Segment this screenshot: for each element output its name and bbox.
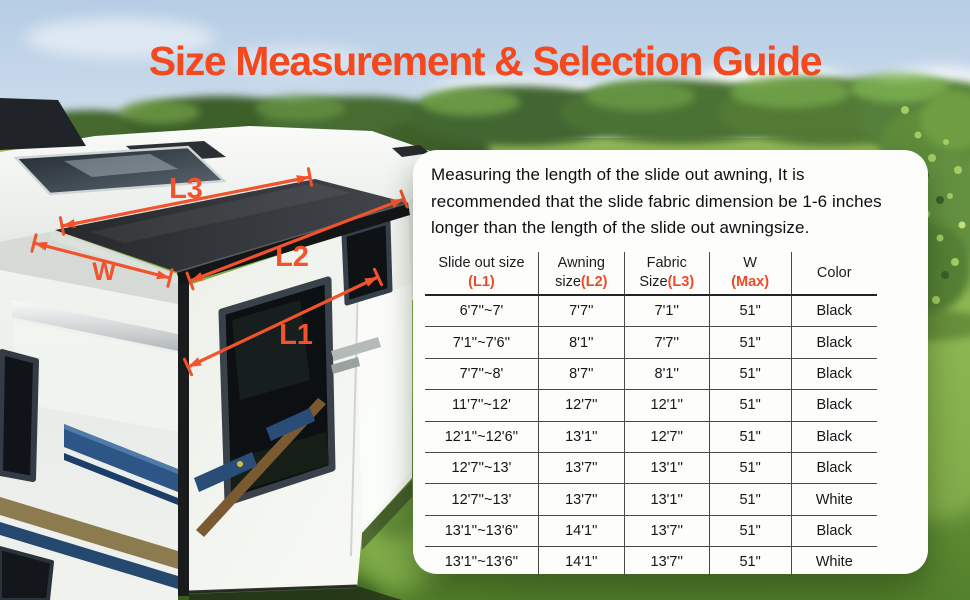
table-cell: White	[791, 484, 877, 516]
table-cell: 14'1''	[538, 515, 625, 548]
table-cell: Black	[791, 359, 877, 391]
slide-rail	[12, 300, 178, 351]
table-cell: 51"	[709, 452, 792, 485]
table-cell: 51"	[709, 358, 792, 391]
table-cell: 51"	[710, 547, 792, 578]
table-cell: 8'1''	[538, 327, 625, 359]
table-cell: 8'7''	[538, 358, 625, 391]
table-cell: 51"	[709, 421, 792, 453]
decal-stripe-olive	[0, 497, 178, 569]
size-guide-panel: Measuring the length of the slide out aw…	[413, 150, 928, 578]
table-cell: 13'7''	[624, 515, 710, 548]
decal-stripe-blue	[64, 424, 178, 492]
table-cell: 7'7''	[624, 327, 710, 359]
trailer-underside-shadow	[362, 480, 412, 550]
table-cell: 12'7''~13'	[425, 452, 539, 485]
table-cell: 13'1''	[538, 421, 625, 453]
table-cell: 13'1''~13'6''	[425, 547, 539, 578]
support-bracket	[331, 337, 381, 361]
table-header-awning-size: Awning size(L2)	[538, 252, 625, 296]
table-cell: 51"	[709, 327, 792, 359]
roof-vent-icon	[0, 98, 86, 150]
table-cell: 12'7''	[538, 390, 625, 422]
table-cell: 7'1''	[624, 296, 710, 328]
table-cell: 11'7''~12'	[425, 390, 539, 422]
table-cell: 51"	[709, 390, 792, 422]
table-cell: 13'7''	[538, 484, 625, 516]
table-cell: Black	[791, 390, 877, 422]
table-cell: 12'7''~13'	[425, 484, 539, 516]
dimension-label-l2: L2	[275, 241, 309, 273]
decal-stripe-navy	[0, 522, 178, 589]
table-cell: 13'1''	[624, 452, 710, 485]
table-header-w-max: W (Max)	[709, 252, 792, 296]
rv-trailer	[0, 98, 430, 600]
table-cell: 51"	[709, 296, 792, 328]
dimension-label-l1: L1	[279, 319, 313, 351]
table-cell: 8'1''	[624, 358, 710, 391]
table-cell: Black	[791, 516, 877, 548]
table-cell: 13'1''~13'6''	[425, 515, 539, 548]
table-cell: Black	[791, 453, 877, 485]
table-cell: 13'7''	[625, 547, 710, 578]
window	[0, 546, 54, 600]
dimension-label-w: W	[92, 258, 116, 286]
dimension-arrowheads	[34, 175, 404, 367]
table-cell: 13'1''	[624, 484, 710, 516]
table-cell: 51"	[709, 484, 792, 516]
table-cell: White	[815, 554, 853, 571]
table-cell: Black	[791, 296, 877, 328]
window	[0, 349, 39, 482]
table-cell: Black	[791, 422, 877, 453]
table-cell: 7'1''~7'6''	[425, 327, 539, 359]
table-cell: 7'7''	[538, 296, 625, 328]
table-header-color: Color	[791, 252, 877, 296]
slide-out-frame	[178, 277, 189, 596]
size-table: Slide out size (L1) Awning size(L2) Fabr…	[425, 252, 877, 578]
table-cell: 6'7''~7'	[425, 296, 539, 328]
table-cell: 12'1''	[624, 390, 710, 422]
table-cell: 13'7''	[538, 452, 625, 485]
table-cell: 51"	[709, 515, 792, 548]
table-cell: 12'1''~12'6''	[425, 421, 539, 453]
page-title: Size Measurement & Selection Guide	[148, 38, 823, 84]
table-header-fabric-size: Fabric Size(L3)	[624, 252, 710, 296]
table-cell: 14'1''	[539, 547, 625, 578]
table-cell: 12'7''	[624, 421, 710, 453]
decal-stripe-brown	[196, 398, 326, 537]
dimension-label-l3: L3	[169, 173, 203, 205]
table-cell: 7'7''~8'	[425, 358, 539, 391]
table-header-slide-out-size: Slide out size (L1)	[425, 252, 539, 296]
intro-text: Measuring the length of the slide out aw…	[431, 165, 882, 238]
roof-vent-icon	[392, 145, 430, 157]
table-cell: Black	[791, 327, 877, 359]
decal-patch-navy	[266, 408, 315, 441]
window	[341, 219, 393, 306]
